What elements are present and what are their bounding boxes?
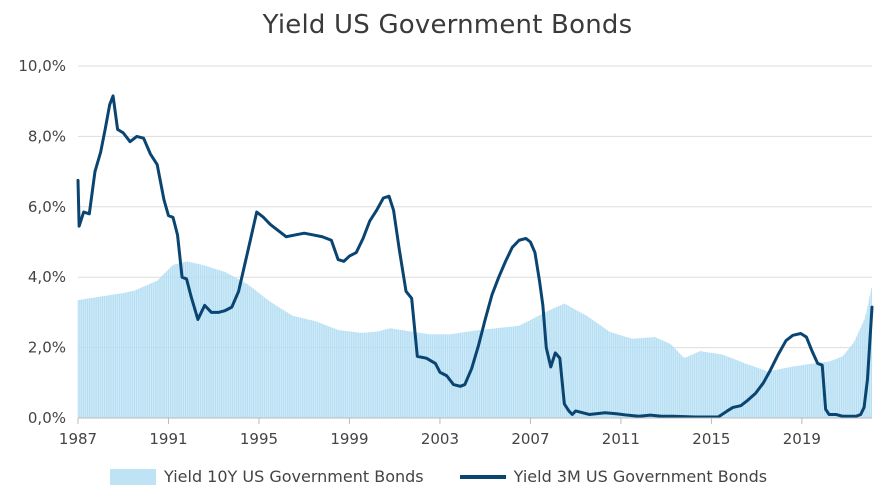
- x-tick-label: 2015: [692, 430, 730, 448]
- legend-swatch-3m: [459, 474, 506, 479]
- line-3m: [76, 94, 874, 419]
- axes: 0,0% 2,0% 4,0% 6,0% 8,0% 10,0% 1987 1991 1995 199…: [18, 57, 872, 448]
- x-tick-label: 2019: [783, 430, 821, 448]
- y-tick-label: 2,0%: [28, 339, 66, 357]
- y-tick-label: 6,0%: [28, 198, 66, 216]
- legend-item-10y[interactable]: Yield 10Y US Government Bonds: [110, 467, 424, 486]
- legend-swatch-10y: [110, 468, 156, 485]
- x-tick-label: 1999: [330, 430, 368, 448]
- y-tick-label: 10,0%: [18, 57, 66, 75]
- y-tick-label: 8,0%: [28, 127, 66, 145]
- y-tick-label: 4,0%: [28, 268, 66, 286]
- x-tick-label: 2003: [421, 430, 459, 448]
- area-series-10y: [77, 261, 872, 418]
- legend-label-10y: Yield 10Y US Government Bonds: [164, 467, 424, 486]
- legend-item-3m[interactable]: Yield 3M US Government Bonds: [459, 467, 768, 486]
- y-tick-label: 0,0%: [28, 409, 66, 427]
- x-tick-label: 1991: [149, 430, 187, 448]
- x-tick-label: 2007: [511, 430, 549, 448]
- legend-label-3m: Yield 3M US Government Bonds: [513, 467, 768, 486]
- line-series-3m: [76, 94, 874, 419]
- x-tick-label: 1987: [59, 430, 97, 448]
- legend: Yield 10Y US Government Bonds Yield 3M U…: [110, 467, 803, 486]
- x-tick-label: 2011: [602, 430, 640, 448]
- chart-title: Yield US Government Bonds: [262, 10, 633, 40]
- x-tick-label: 1995: [240, 430, 278, 448]
